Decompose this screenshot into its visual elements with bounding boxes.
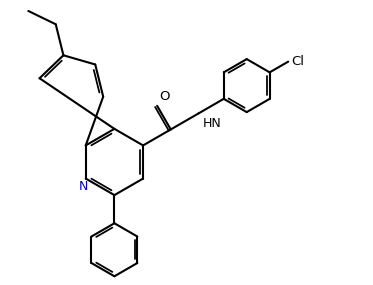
Text: Cl: Cl [291, 55, 304, 68]
Text: HN: HN [202, 117, 221, 130]
Text: N: N [79, 180, 88, 194]
Text: O: O [159, 90, 170, 103]
